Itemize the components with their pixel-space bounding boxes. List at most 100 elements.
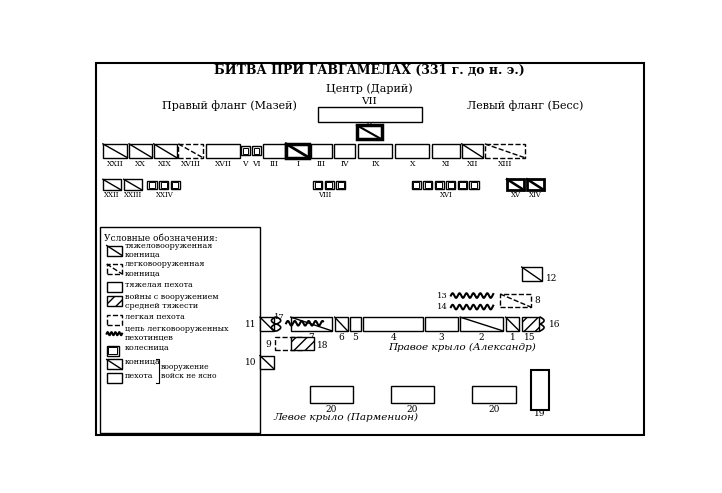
Text: 19: 19 xyxy=(534,409,546,418)
Bar xyxy=(412,181,421,189)
Bar xyxy=(425,182,431,188)
Bar xyxy=(107,246,122,255)
Text: 20: 20 xyxy=(406,405,418,414)
Bar xyxy=(103,144,128,158)
Bar xyxy=(172,182,178,188)
Bar xyxy=(310,387,353,403)
Bar xyxy=(260,317,274,331)
Text: 16: 16 xyxy=(549,319,561,328)
Bar xyxy=(391,387,434,403)
Text: XVI: XVI xyxy=(440,191,453,200)
Text: 20: 20 xyxy=(488,405,500,414)
Text: войны с вооружением
средней тяжести: войны с вооружением средней тяжести xyxy=(125,293,219,310)
Text: III: III xyxy=(269,160,278,168)
Text: I: I xyxy=(296,160,299,168)
Text: 3: 3 xyxy=(439,333,445,342)
Bar xyxy=(108,347,118,354)
Bar xyxy=(350,317,361,331)
Bar xyxy=(318,107,422,122)
Text: тяжеловооруженная
конница: тяжеловооруженная конница xyxy=(125,242,214,259)
Bar xyxy=(446,181,456,189)
Bar xyxy=(471,182,477,188)
Bar xyxy=(159,181,168,189)
Bar xyxy=(484,144,525,158)
Bar xyxy=(107,359,122,369)
Bar xyxy=(334,317,348,331)
Bar xyxy=(423,181,432,189)
Text: VIII: VIII xyxy=(318,191,331,200)
Bar xyxy=(274,337,304,350)
Text: XVII: XVII xyxy=(214,160,231,168)
Bar xyxy=(170,181,180,189)
Text: XXIV: XXIV xyxy=(157,191,174,200)
Bar xyxy=(103,179,121,190)
Text: XVIII: XVIII xyxy=(180,160,201,168)
Bar xyxy=(178,144,203,158)
Text: 10: 10 xyxy=(245,358,257,367)
Text: XII: XII xyxy=(466,160,478,168)
Bar xyxy=(336,181,345,189)
Text: XIX: XIX xyxy=(158,160,172,168)
Text: вооружение
войск не ясно: вооружение войск не ясно xyxy=(160,363,216,380)
Text: XIII: XIII xyxy=(497,160,512,168)
Bar xyxy=(243,148,248,154)
Bar xyxy=(432,144,460,158)
Bar xyxy=(531,370,549,410)
Bar xyxy=(436,182,443,188)
Bar xyxy=(500,294,531,307)
Text: Правый фланг (Мазей): Правый фланг (Мазей) xyxy=(162,100,297,111)
Bar xyxy=(325,181,334,189)
Text: 9: 9 xyxy=(266,340,271,349)
Text: 2: 2 xyxy=(479,333,484,342)
Text: VII: VII xyxy=(362,97,377,106)
Bar xyxy=(448,182,454,188)
Bar xyxy=(147,181,157,189)
Text: IV: IV xyxy=(340,160,349,168)
Text: II: II xyxy=(365,122,373,131)
Text: Условные обозначения:: Условные обозначения: xyxy=(105,234,218,243)
Bar xyxy=(458,181,467,189)
Bar xyxy=(326,182,332,188)
Bar xyxy=(315,182,321,188)
Bar xyxy=(522,267,542,281)
Bar xyxy=(252,146,261,155)
Text: XX: XX xyxy=(135,160,146,168)
Bar xyxy=(160,182,167,188)
Bar xyxy=(263,144,284,158)
Text: тяжелая пехота: тяжелая пехота xyxy=(125,281,193,289)
Text: конница: конница xyxy=(125,358,161,366)
Bar xyxy=(505,317,519,331)
Text: 18: 18 xyxy=(317,341,329,350)
Text: 20: 20 xyxy=(326,405,337,414)
Bar xyxy=(357,125,381,139)
Text: 17: 17 xyxy=(274,313,284,321)
Text: V: V xyxy=(243,160,248,168)
Text: 1: 1 xyxy=(510,333,516,342)
Text: Левый фланг (Бесс): Левый фланг (Бесс) xyxy=(467,100,584,111)
Text: 7: 7 xyxy=(308,333,314,342)
Bar xyxy=(253,148,259,154)
Text: 6: 6 xyxy=(338,333,344,342)
Bar xyxy=(107,346,119,355)
Bar xyxy=(100,227,260,433)
Text: III: III xyxy=(317,160,326,168)
Bar xyxy=(363,317,423,331)
Bar xyxy=(260,355,274,369)
Bar xyxy=(334,144,355,158)
Bar xyxy=(425,317,458,331)
Text: XXII: XXII xyxy=(104,191,120,200)
Bar xyxy=(129,144,152,158)
Bar xyxy=(359,144,392,158)
Text: XXIII: XXIII xyxy=(123,191,142,200)
Text: 5: 5 xyxy=(352,333,358,342)
Bar xyxy=(286,144,309,158)
Bar xyxy=(338,182,344,188)
Text: 12: 12 xyxy=(547,274,557,283)
Bar xyxy=(107,315,122,325)
Text: XV: XV xyxy=(510,191,521,200)
Text: IX: IX xyxy=(371,160,380,168)
Bar xyxy=(241,146,250,155)
Text: 13: 13 xyxy=(437,291,448,300)
Text: 4: 4 xyxy=(391,333,396,342)
Text: 11: 11 xyxy=(245,319,257,328)
